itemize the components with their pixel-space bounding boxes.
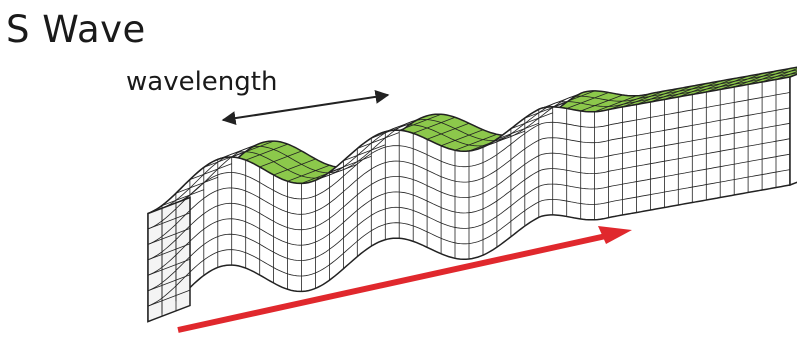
top-grid-line [343, 144, 386, 162]
top-grid-line [664, 83, 707, 100]
front-grid-line [147, 153, 791, 292]
side-grid-line [147, 228, 191, 245]
wave-slab [147, 66, 797, 323]
top-grid-line [720, 73, 763, 90]
top-grid-line [161, 72, 797, 209]
side-grid-line [147, 289, 191, 307]
top-grid-line [552, 90, 595, 108]
wavelength-dimension-line [221, 89, 390, 126]
front-grid-line [147, 138, 791, 276]
top-grid-line [566, 92, 609, 109]
side-grid-line [147, 274, 191, 292]
top-grid-line [496, 122, 540, 140]
top-grid-line [357, 132, 400, 149]
propagation-arrow-shaft [177, 233, 607, 333]
top-grid-line [273, 158, 316, 176]
top-grid-line [761, 68, 797, 83]
top-grid-line [245, 143, 288, 161]
top-grid-line [231, 140, 274, 158]
propagation-arrow-head [598, 226, 632, 244]
diagram-title: S Wave [6, 8, 146, 51]
top-grid-line [175, 176, 219, 194]
top-grid-line [747, 68, 791, 85]
top-grid-line [161, 189, 205, 206]
top-grid-line [217, 143, 260, 160]
top-grid-line [399, 113, 442, 131]
front-grid-line [147, 122, 791, 261]
top-grid-line [287, 164, 330, 182]
top-grid-line [775, 71, 797, 80]
top-grid-line [510, 112, 554, 130]
top-grid-line [692, 78, 735, 95]
side-grid [147, 202, 191, 317]
side-grid-line [147, 212, 191, 230]
top-grid-line [301, 167, 344, 184]
top-grid-line [706, 75, 749, 93]
wavelength-label: wavelength [126, 67, 277, 97]
top-grid-line [580, 94, 623, 112]
side-grid-line [147, 258, 191, 276]
top-grid-line [734, 70, 777, 88]
top-grid-line [538, 93, 581, 110]
top-grid-line [175, 69, 797, 204]
top-grid-line [608, 93, 651, 111]
right-end-face [789, 73, 797, 187]
top-grid-line [189, 163, 233, 180]
top-grid-line [454, 133, 498, 151]
top-grid-line [426, 122, 470, 140]
top-grid-line [594, 95, 637, 113]
top-grid-line [622, 90, 665, 108]
top-grid-line [413, 116, 456, 134]
front-grid-line [147, 92, 791, 230]
top-grid-line [650, 85, 693, 103]
top-grid-line [259, 150, 302, 168]
top-grid-line [468, 134, 512, 152]
top-grid-line [329, 155, 372, 173]
top-grid-line [678, 80, 721, 98]
side-grid-line [147, 243, 191, 261]
top-grid-line [636, 88, 679, 105]
front-grid-line [147, 107, 791, 245]
top-grid-line [440, 129, 484, 147]
top-grid [161, 68, 797, 209]
front-grid-line [147, 169, 791, 307]
top-grid-line [524, 101, 567, 119]
